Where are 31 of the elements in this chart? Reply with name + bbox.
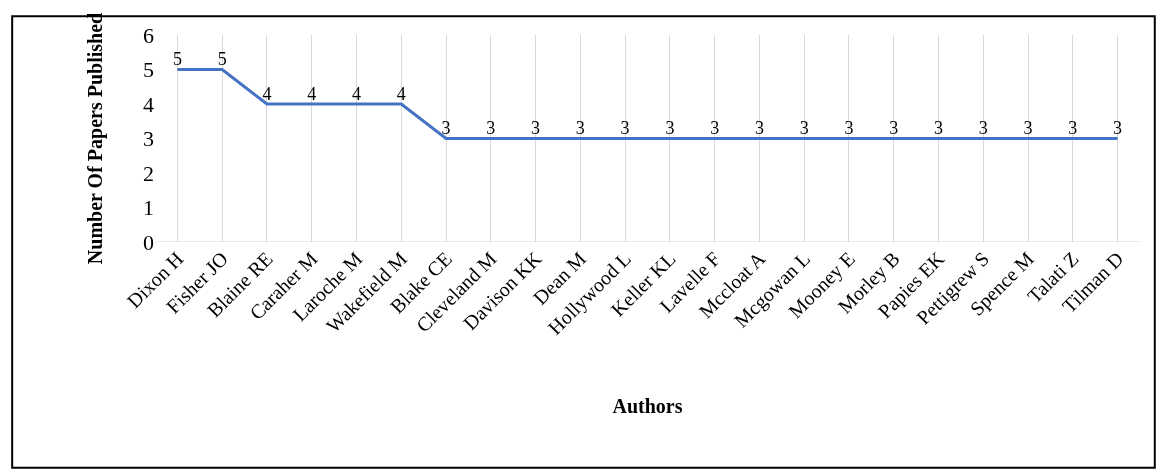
data-label: 3 bbox=[978, 118, 988, 138]
y-tick-label: 2 bbox=[143, 160, 154, 186]
data-label: 4 bbox=[351, 83, 361, 104]
y-tick-label: 1 bbox=[143, 195, 154, 221]
x-axis-title: Authors bbox=[612, 394, 683, 417]
data-label: 3 bbox=[531, 118, 541, 138]
y-tick-label: 6 bbox=[143, 22, 154, 48]
y-tick-label: 5 bbox=[143, 57, 154, 83]
data-label: 4 bbox=[262, 83, 272, 104]
data-label: 3 bbox=[754, 118, 764, 138]
y-tick-label: 3 bbox=[143, 126, 154, 152]
data-label: 5 bbox=[217, 49, 227, 69]
data-label: 3 bbox=[620, 118, 630, 138]
data-label: 3 bbox=[1068, 118, 1078, 138]
data-label: 3 bbox=[889, 118, 899, 138]
data-label: 5 bbox=[172, 49, 182, 69]
data-label: 3 bbox=[1113, 118, 1123, 138]
data-label: 3 bbox=[441, 118, 451, 138]
data-label: 3 bbox=[934, 118, 944, 138]
data-label: 3 bbox=[575, 118, 585, 138]
data-label: 4 bbox=[396, 83, 406, 104]
y-axis-title: Number Of Papers Published bbox=[83, 12, 107, 265]
data-label: 3 bbox=[710, 118, 720, 138]
y-tick-label: 0 bbox=[143, 229, 154, 255]
data-label: 4 bbox=[307, 83, 317, 104]
data-label: 3 bbox=[844, 118, 854, 138]
data-label: 3 bbox=[665, 118, 675, 138]
y-tick-label: 4 bbox=[143, 91, 154, 117]
data-label: 3 bbox=[486, 118, 496, 138]
data-label: 3 bbox=[1023, 118, 1033, 138]
data-label: 3 bbox=[799, 118, 809, 138]
